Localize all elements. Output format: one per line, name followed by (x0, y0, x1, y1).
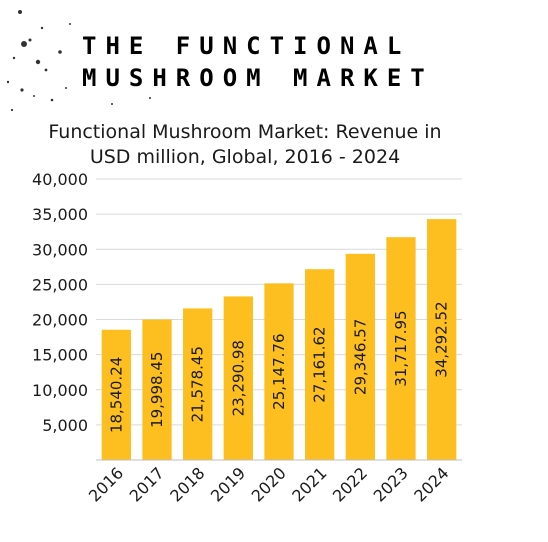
x-tick-label: 2020 (248, 463, 290, 505)
chart-title: Functional Mushroom Market: Revenue in U… (0, 120, 490, 170)
y-tick-label: 20,000 (32, 311, 88, 330)
y-tick-label: 5,000 (42, 416, 88, 435)
bar-value-label: 31,717.95 (392, 310, 410, 386)
y-tick-label: 10,000 (32, 381, 88, 400)
x-tick-label: 2024 (410, 463, 452, 505)
page-headline: THE FUNCTIONAL MUSHROOM MARKET (82, 30, 434, 94)
x-tick-label: 2022 (329, 463, 371, 505)
x-tick-label: 2016 (85, 463, 127, 505)
bar-2019 (223, 296, 253, 460)
bar-2021 (305, 269, 335, 460)
y-tick-label: 35,000 (32, 205, 88, 224)
bar-value-label: 18,540.24 (107, 357, 125, 433)
bar-2018 (183, 308, 213, 460)
y-tick-label: 25,000 (32, 275, 88, 294)
x-tick-label: 2019 (207, 463, 249, 505)
bar-value-label: 34,292.52 (433, 301, 451, 377)
x-tick-label: 2018 (166, 463, 208, 505)
y-tick-label: 15,000 (32, 346, 88, 365)
bar-value-label: 25,147.76 (270, 333, 288, 409)
bar-value-labels: 18,540.24 19,998.45 21,578.45 23,290.98 25,1… (107, 301, 450, 433)
bar-value-label: 19,998.45 (148, 352, 166, 428)
bar-value-label: 29,346.57 (351, 319, 369, 395)
ink-speckles (6, 10, 151, 112)
bar-value-label: 23,290.98 (229, 340, 247, 416)
y-tick-label: 30,000 (32, 240, 88, 259)
bar-value-label: 21,578.45 (189, 346, 207, 422)
headline-line-2: MUSHROOM MARKET (82, 64, 434, 92)
bar-2016 (101, 329, 131, 460)
chart-title-line-2: USD million, Global, 2016 - 2024 (89, 146, 401, 168)
chart-title-line-1: Functional Mushroom Market: Revenue in (48, 121, 442, 143)
x-tick-label: 2017 (126, 463, 168, 505)
bar-2022 (345, 253, 375, 460)
y-axis-ticks: 5,000 10,000 15,000 20,000 25,000 30,000 35,00… (32, 170, 88, 435)
bars (101, 219, 457, 460)
x-tick-label: 2021 (288, 463, 330, 505)
bar-2020 (264, 283, 294, 460)
y-tick-label: 40,000 (32, 170, 88, 189)
headline-line-1: THE FUNCTIONAL (82, 32, 411, 60)
x-tick-label: 2023 (370, 463, 412, 505)
bar-2017 (142, 319, 172, 460)
bar-value-label: 27,161.62 (311, 326, 329, 402)
bar-2024 (427, 219, 457, 460)
bar-2023 (386, 237, 416, 460)
